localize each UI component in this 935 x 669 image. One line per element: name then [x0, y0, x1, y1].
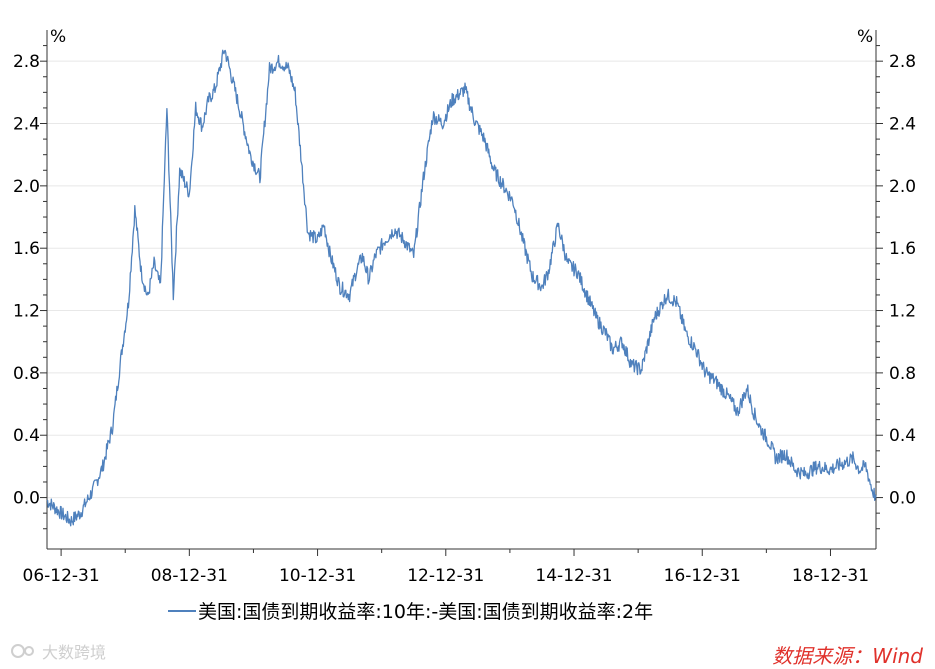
- chart-area: 0.0 0.0 0.4 0.4 0.8 0.8 1.2 1.2 1.6 1.6 2.0 2.0 2.4 2…: [13, 27, 916, 586]
- y-tick-label-right: 0.4: [889, 426, 916, 446]
- y-tick-label-right: 2.0: [889, 177, 916, 197]
- y-tick-label-left: 2.4: [13, 115, 40, 135]
- y-tick-label-right: 2.4: [889, 115, 916, 135]
- watermark-logo-icon: [11, 644, 34, 658]
- data-source: 数据来源：Wind: [772, 644, 923, 668]
- y-tick-label-right: 2.8: [889, 52, 916, 72]
- x-tick-label: 10-12-31: [279, 566, 356, 586]
- y-tick-label-right: 1.2: [889, 302, 916, 322]
- x-tick-label: 16-12-31: [664, 566, 741, 586]
- axes: [40, 30, 883, 556]
- gridlines: [47, 60, 876, 499]
- series-line: [46, 49, 877, 527]
- watermark: 大数跨境: [10, 639, 106, 663]
- y-tick-label-left: 1.6: [13, 239, 40, 259]
- legend: 美国:国债到期收益率:10年:-美国:国债到期收益率:2年: [168, 597, 653, 624]
- x-tick-label: 08-12-31: [151, 566, 228, 586]
- tick-labels: 0.0 0.0 0.4 0.4 0.8 0.8 1.2 1.2 1.6 1.6 2.0 2.0 2.4 2…: [13, 52, 916, 586]
- x-tick-label: 18-12-31: [792, 566, 869, 586]
- x-tick-label: 12-12-31: [407, 566, 484, 586]
- y-tick-label-left: 1.2: [13, 302, 40, 322]
- y-tick-label-right: 0.0: [889, 489, 916, 509]
- y-tick-label-left: 0.4: [13, 426, 40, 446]
- y-tick-label-left: 0.0: [13, 489, 40, 509]
- y-tick-label-right: 1.6: [889, 239, 916, 259]
- legend-label: 美国:国债到期收益率:10年:-美国:国债到期收益率:2年: [198, 601, 654, 623]
- y-tick-label-left: 2.8: [13, 52, 40, 72]
- right-axis-unit: %: [857, 27, 873, 47]
- x-tick-label: 06-12-31: [23, 566, 100, 586]
- y-tick-label-left: 2.0: [13, 177, 40, 197]
- y-tick-label-right: 0.8: [889, 364, 916, 384]
- y-tick-label-left: 0.8: [13, 364, 40, 384]
- x-tick-label: 14-12-31: [535, 566, 612, 586]
- series-layer: [46, 49, 877, 527]
- watermark-text: 大数跨境: [42, 643, 107, 662]
- left-axis-unit: %: [50, 27, 66, 47]
- legend-swatch: [168, 609, 196, 612]
